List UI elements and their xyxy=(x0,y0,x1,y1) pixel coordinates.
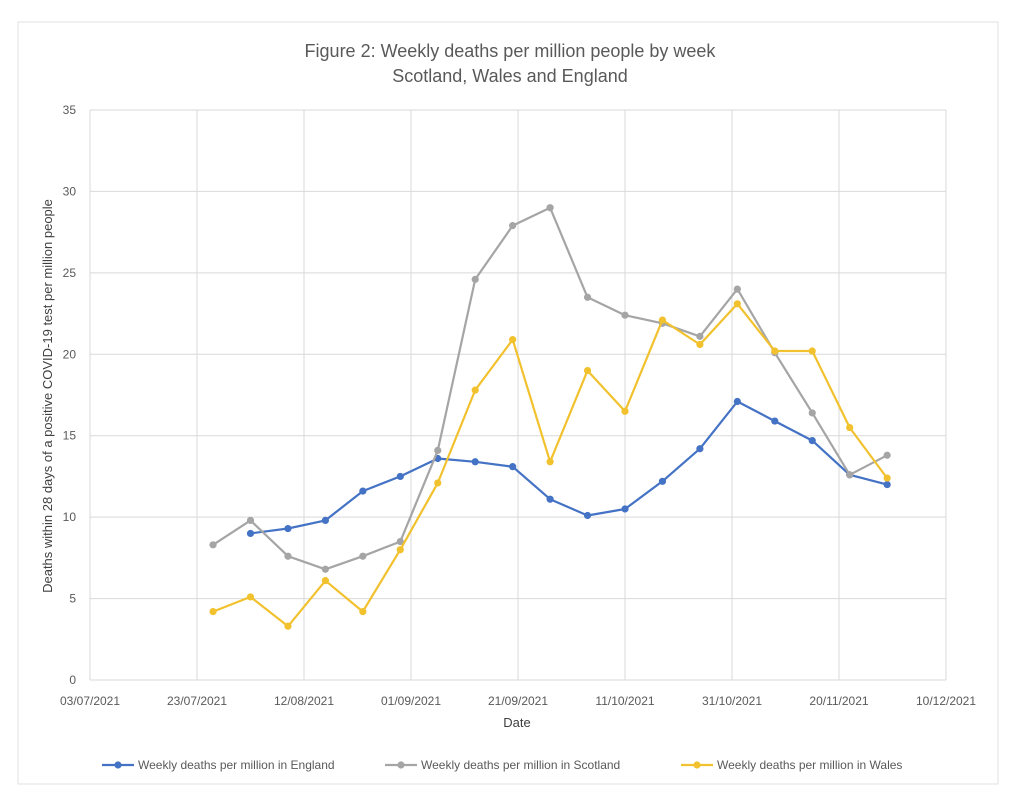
data-point xyxy=(246,529,255,538)
data-point xyxy=(471,386,479,394)
data-point xyxy=(771,347,779,355)
x-axis-ticks: 03/07/2021 23/07/2021 12/08/2021 01/09/2021… xyxy=(60,694,976,708)
legend-marker xyxy=(693,761,701,769)
data-point xyxy=(546,458,554,466)
y-tick-label: 0 xyxy=(69,673,76,687)
y-axis-ticks: 0 5 10 15 20 25 30 35 xyxy=(63,103,77,687)
data-point xyxy=(284,622,292,630)
x-tick-label: 31/10/2021 xyxy=(702,694,762,708)
data-point xyxy=(396,546,404,554)
data-point xyxy=(359,608,367,616)
y-tick-label: 35 xyxy=(63,103,77,117)
data-point xyxy=(883,480,891,489)
data-point xyxy=(883,474,891,482)
data-point xyxy=(284,524,292,533)
series-line-0 xyxy=(250,400,888,535)
legend-label: Weekly deaths per million in Wales xyxy=(717,758,902,772)
data-point xyxy=(733,285,741,293)
x-tick-label: 12/08/2021 xyxy=(274,694,334,708)
data-point xyxy=(546,204,554,212)
data-point xyxy=(733,397,741,406)
data-point xyxy=(621,407,629,415)
data-point xyxy=(658,316,667,324)
data-point xyxy=(396,472,404,481)
data-point xyxy=(696,332,704,340)
data-point xyxy=(846,471,854,479)
data-point xyxy=(321,577,329,585)
data-point xyxy=(621,505,629,513)
y-tick-label: 20 xyxy=(63,347,77,361)
data-point xyxy=(696,340,704,349)
data-point xyxy=(284,552,292,560)
data-point xyxy=(621,311,629,319)
data-point xyxy=(733,300,741,308)
y-tick-label: 10 xyxy=(63,510,77,524)
series-group xyxy=(209,204,891,630)
data-point xyxy=(583,511,592,520)
data-point xyxy=(771,417,779,425)
data-point xyxy=(846,423,854,432)
chart-title-line-2: Scotland, Wales and England xyxy=(392,66,628,86)
data-point xyxy=(246,593,255,601)
data-point xyxy=(808,409,816,417)
data-point xyxy=(209,541,217,549)
y-tick-label: 25 xyxy=(63,266,77,280)
chart-border xyxy=(17,21,999,785)
data-point xyxy=(658,477,667,485)
data-point xyxy=(883,451,891,459)
data-point xyxy=(434,479,442,487)
data-point xyxy=(471,275,479,283)
data-point xyxy=(509,222,517,230)
data-point xyxy=(471,458,479,466)
x-tick-label: 03/07/2021 xyxy=(60,694,120,708)
data-point xyxy=(509,336,517,344)
y-tick-label: 15 xyxy=(63,429,77,443)
y-tick-label: 5 xyxy=(69,592,76,606)
data-point xyxy=(246,516,255,525)
data-point xyxy=(359,552,367,560)
legend: Weekly deaths per million in England Week… xyxy=(102,758,902,772)
data-point xyxy=(808,347,816,355)
data-point xyxy=(359,487,367,495)
x-tick-label: 20/11/2021 xyxy=(809,694,868,708)
x-tick-label: 23/07/2021 xyxy=(167,694,227,708)
data-point xyxy=(583,366,592,375)
data-point xyxy=(808,437,816,445)
legend-label: Weekly deaths per million in England xyxy=(138,758,335,772)
data-point xyxy=(321,516,329,525)
legend-marker xyxy=(397,761,405,769)
data-point xyxy=(583,293,592,301)
data-point xyxy=(509,463,517,471)
x-tick-label: 21/09/2021 xyxy=(488,694,548,708)
x-tick-label: 10/12/2021 xyxy=(916,694,976,708)
data-point xyxy=(209,608,217,616)
data-point xyxy=(434,446,442,454)
x-axis-label: Date xyxy=(503,715,530,730)
x-tick-label: 11/10/2021 xyxy=(595,694,654,708)
legend-label: Weekly deaths per million in Scotland xyxy=(421,758,620,772)
data-point xyxy=(696,445,704,453)
data-point xyxy=(321,565,329,573)
data-point xyxy=(546,495,554,503)
legend-marker xyxy=(114,761,122,769)
y-tick-label: 30 xyxy=(63,184,77,198)
x-tick-label: 01/09/2021 xyxy=(381,694,441,708)
chart-title-line-1: Figure 2: Weekly deaths per million peop… xyxy=(305,41,717,61)
data-point xyxy=(396,537,404,546)
y-axis-label: Deaths within 28 days of a positive COVI… xyxy=(40,199,55,593)
